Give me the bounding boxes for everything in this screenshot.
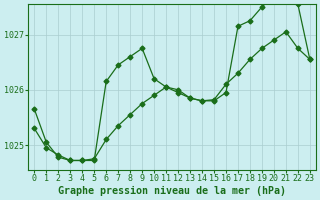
X-axis label: Graphe pression niveau de la mer (hPa): Graphe pression niveau de la mer (hPa)	[58, 186, 286, 196]
